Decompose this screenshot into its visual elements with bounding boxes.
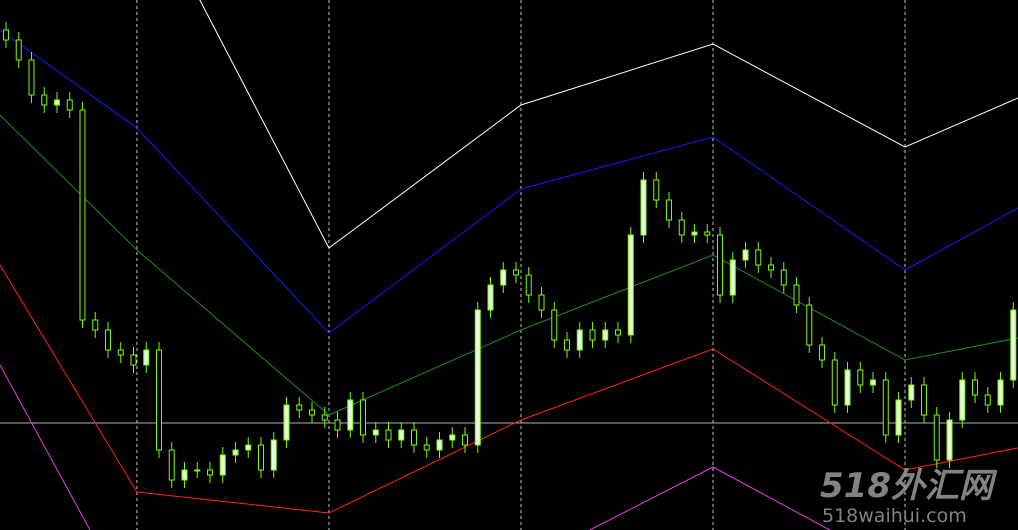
candle-body bbox=[181, 469, 188, 481]
candle-body bbox=[615, 329, 622, 336]
candle-body bbox=[258, 444, 265, 471]
candle-body bbox=[232, 449, 239, 456]
candle-body bbox=[768, 264, 775, 271]
candle-body bbox=[564, 339, 571, 351]
candle-body bbox=[908, 384, 915, 401]
candle-body bbox=[806, 304, 813, 346]
candle-body bbox=[895, 399, 902, 436]
candle-body bbox=[857, 369, 864, 386]
candle-body bbox=[385, 429, 392, 441]
candle-body bbox=[2, 29, 9, 41]
candle-body bbox=[602, 329, 609, 341]
candle-body bbox=[53, 99, 60, 106]
candle-body bbox=[959, 379, 966, 421]
candle-body bbox=[462, 434, 469, 446]
candle-body bbox=[194, 469, 201, 472]
candle-body bbox=[143, 349, 150, 366]
candle-body bbox=[551, 309, 558, 341]
candle-body bbox=[347, 399, 354, 431]
candle-body bbox=[576, 329, 583, 351]
watermark: 518外汇网 bbox=[820, 466, 998, 506]
candle-body bbox=[729, 259, 736, 296]
candle-body bbox=[155, 349, 162, 451]
candle-body bbox=[882, 379, 889, 436]
candle-body bbox=[436, 439, 443, 451]
candle-body bbox=[500, 269, 507, 286]
candle-body bbox=[831, 359, 838, 406]
candle-body bbox=[411, 429, 418, 446]
candle-body bbox=[474, 309, 481, 446]
candle-body bbox=[755, 249, 762, 266]
candle-body bbox=[640, 179, 647, 236]
candle-body bbox=[423, 444, 430, 451]
candle-body bbox=[398, 429, 405, 441]
watermark-url: 518waihui.com bbox=[822, 505, 967, 527]
candle-body bbox=[933, 414, 940, 461]
indicator-line bbox=[0, 114, 1018, 416]
candle-body bbox=[653, 179, 660, 201]
candle-body bbox=[984, 394, 991, 406]
candle-body bbox=[525, 274, 532, 296]
candle-body bbox=[780, 269, 787, 286]
candle-body bbox=[360, 399, 367, 436]
candle-body bbox=[207, 469, 214, 476]
candle-body bbox=[513, 269, 520, 276]
candle-body bbox=[92, 319, 99, 331]
candle-body bbox=[296, 404, 303, 411]
candle-body bbox=[79, 109, 86, 321]
candle-body bbox=[666, 199, 673, 221]
candle-body bbox=[717, 234, 724, 296]
candle-body bbox=[487, 284, 494, 311]
candle-body bbox=[219, 454, 226, 476]
candle-body bbox=[168, 449, 175, 481]
candle-body bbox=[678, 219, 685, 236]
candle-body bbox=[309, 409, 316, 416]
candle-body bbox=[15, 39, 22, 61]
candle-body bbox=[627, 234, 634, 336]
candle-body bbox=[66, 99, 73, 111]
candle-body bbox=[334, 419, 341, 431]
indicator-line bbox=[199, 0, 1018, 249]
candle-body bbox=[704, 231, 711, 236]
candle-body bbox=[130, 354, 137, 366]
candle-body bbox=[283, 404, 290, 441]
candle-body bbox=[972, 379, 979, 396]
indicator-line bbox=[589, 466, 830, 530]
candle-body bbox=[245, 444, 252, 451]
candle-body bbox=[844, 369, 851, 406]
candle-body bbox=[793, 284, 800, 306]
candle-body bbox=[819, 344, 826, 361]
candle-body bbox=[997, 379, 1004, 406]
candle-body bbox=[538, 294, 545, 311]
candle-body bbox=[742, 249, 749, 261]
candle-body bbox=[589, 329, 596, 341]
candle-body bbox=[270, 439, 277, 471]
candle-body bbox=[28, 59, 35, 96]
candle-body bbox=[921, 384, 928, 416]
candle-body bbox=[321, 414, 328, 421]
candle-body bbox=[41, 94, 48, 106]
candle-body bbox=[870, 379, 877, 386]
indicator-line bbox=[0, 364, 91, 530]
candle-body bbox=[117, 349, 124, 356]
candle-body bbox=[104, 329, 111, 351]
indicator-line bbox=[0, 29, 1018, 334]
candle-body bbox=[1010, 309, 1017, 381]
indicator-line bbox=[0, 264, 1018, 514]
candle-body bbox=[946, 419, 953, 461]
candle-body bbox=[449, 434, 456, 441]
candle-body bbox=[372, 429, 379, 436]
candle-body bbox=[691, 231, 698, 236]
